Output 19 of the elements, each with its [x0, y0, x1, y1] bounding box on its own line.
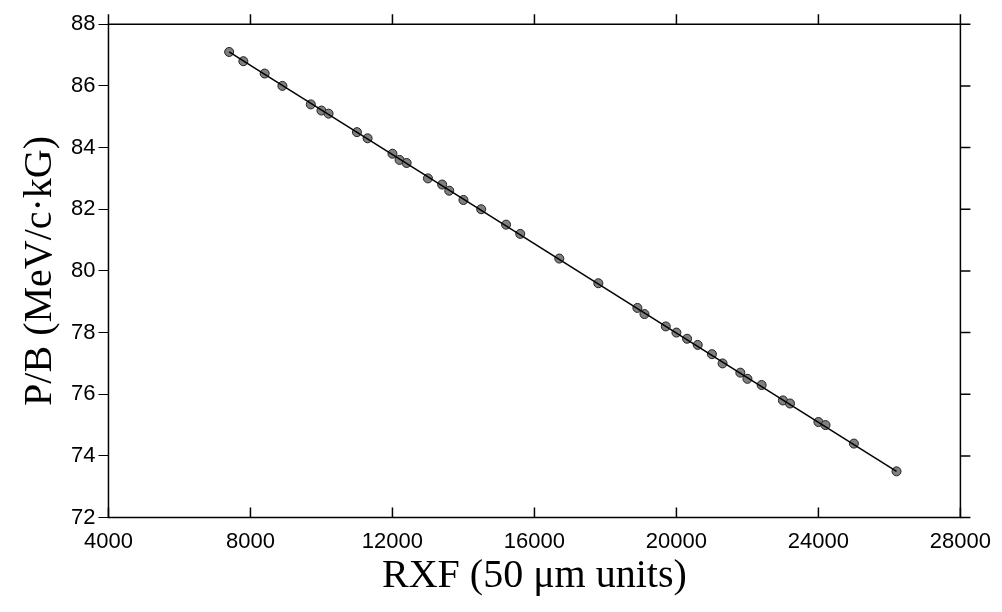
x-tick-label: 16000	[503, 527, 566, 553]
y-tick-label: 76	[70, 380, 96, 406]
y-tick-label: 84	[70, 133, 96, 159]
x-tick-label: 20000	[645, 527, 708, 553]
y-axis-title: P/B (MeV/c·kG)	[14, 135, 60, 406]
x-tick-label: 4000	[83, 527, 133, 553]
x-tick-label: 28000	[929, 527, 992, 553]
x-axis-title: RXF (50 μm units)	[382, 550, 687, 596]
x-tick-label: 8000	[225, 527, 275, 553]
x-tick-label: 24000	[787, 527, 850, 553]
y-tick-label: 86	[70, 71, 96, 97]
y-tick-label: 72	[70, 503, 96, 529]
point	[891, 466, 902, 477]
x-tick-label: 12000	[361, 527, 424, 553]
y-tick-label: 88	[70, 10, 96, 36]
y-tick-label: 80	[70, 256, 96, 282]
y-tick-label: 78	[70, 318, 96, 344]
y-tick-label: 82	[70, 195, 96, 221]
y-tick-label: 74	[70, 441, 96, 467]
